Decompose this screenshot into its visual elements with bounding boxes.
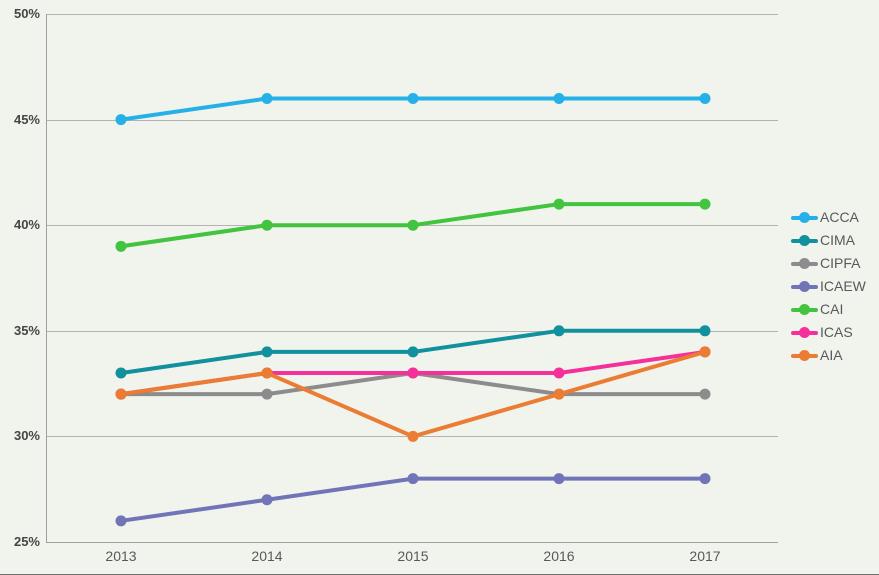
y-tick-label: 25% <box>13 534 40 549</box>
x-tick-label: 2013 <box>105 548 137 564</box>
data-point-icas-2015 <box>407 367 419 379</box>
y-tick-label: 30% <box>13 428 40 443</box>
legend-marker-icon <box>791 281 818 292</box>
legend-label: CIPFA <box>820 255 861 271</box>
data-point-acca-2015 <box>407 92 419 104</box>
x-tick-label: 2016 <box>543 548 575 564</box>
y-tick-label: 45% <box>13 112 40 127</box>
legend-label: ICAS <box>820 324 853 340</box>
data-point-icaew-2013 <box>115 515 127 527</box>
data-point-acca-2017 <box>699 92 711 104</box>
data-point-cipfa-2017 <box>699 388 711 400</box>
x-tick-label: 2017 <box>689 548 721 564</box>
data-point-cai-2014 <box>261 219 273 231</box>
data-point-icaew-2015 <box>407 473 419 485</box>
series-line-icaew <box>119 476 707 523</box>
data-point-acca-2016 <box>553 92 565 104</box>
data-point-icaew-2017 <box>699 473 711 485</box>
data-point-cai-2013 <box>115 240 127 252</box>
legend-marker-icon <box>791 327 818 338</box>
legend-item-icaew: ICAEW <box>791 275 866 298</box>
legend: ACCA CIMA CIPFA ICAEW CAI ICAS AIA <box>791 206 866 367</box>
legend-marker-icon <box>791 258 818 269</box>
y-tick-label: 40% <box>13 217 40 232</box>
data-point-cai-2017 <box>699 198 711 210</box>
legend-dot-icon <box>799 327 810 338</box>
legend-dot-icon <box>799 281 810 292</box>
y-tick-label: 35% <box>13 323 40 338</box>
legend-marker-icon <box>791 304 818 315</box>
data-point-aia-2013 <box>115 388 127 400</box>
data-point-aia-2015 <box>407 430 419 442</box>
data-point-aia-2017 <box>699 346 711 358</box>
data-point-icaew-2014 <box>261 494 273 506</box>
data-point-acca-2013 <box>115 114 127 126</box>
data-point-cai-2015 <box>407 219 419 231</box>
data-point-icaew-2016 <box>553 473 565 485</box>
legend-item-cima: CIMA <box>791 229 866 252</box>
legend-dot-icon <box>799 258 810 269</box>
y-tick-label: 50% <box>13 6 40 21</box>
x-tick-label: 2015 <box>397 548 429 564</box>
legend-label: ICAEW <box>820 278 866 294</box>
legend-dot-icon <box>799 235 810 246</box>
data-point-icas-2016 <box>553 367 565 379</box>
data-point-cima-2013 <box>115 367 127 379</box>
legend-item-aia: AIA <box>791 344 866 367</box>
legend-label: ACCA <box>820 209 859 225</box>
legend-marker-icon <box>791 235 818 246</box>
data-point-aia-2014 <box>261 367 273 379</box>
data-point-acca-2014 <box>261 92 273 104</box>
legend-dot-icon <box>799 212 810 223</box>
legend-marker-icon <box>791 212 818 223</box>
legend-item-icas: ICAS <box>791 321 866 344</box>
legend-label: CIMA <box>820 232 855 248</box>
x-tick-label: 2014 <box>251 548 283 564</box>
data-point-cima-2014 <box>261 346 273 358</box>
data-point-cima-2017 <box>699 325 711 337</box>
legend-label: AIA <box>820 347 843 363</box>
data-point-cima-2015 <box>407 346 419 358</box>
data-point-aia-2016 <box>553 388 565 400</box>
legend-item-acca: ACCA <box>791 206 866 229</box>
legend-dot-icon <box>799 350 810 361</box>
data-point-cipfa-2014 <box>261 388 273 400</box>
legend-marker-icon <box>791 350 818 361</box>
legend-item-cai: CAI <box>791 298 866 321</box>
data-point-cai-2016 <box>553 198 565 210</box>
legend-label: CAI <box>820 301 844 317</box>
legend-item-cipfa: CIPFA <box>791 252 866 275</box>
legend-dot-icon <box>799 304 810 315</box>
data-point-cima-2016 <box>553 325 565 337</box>
